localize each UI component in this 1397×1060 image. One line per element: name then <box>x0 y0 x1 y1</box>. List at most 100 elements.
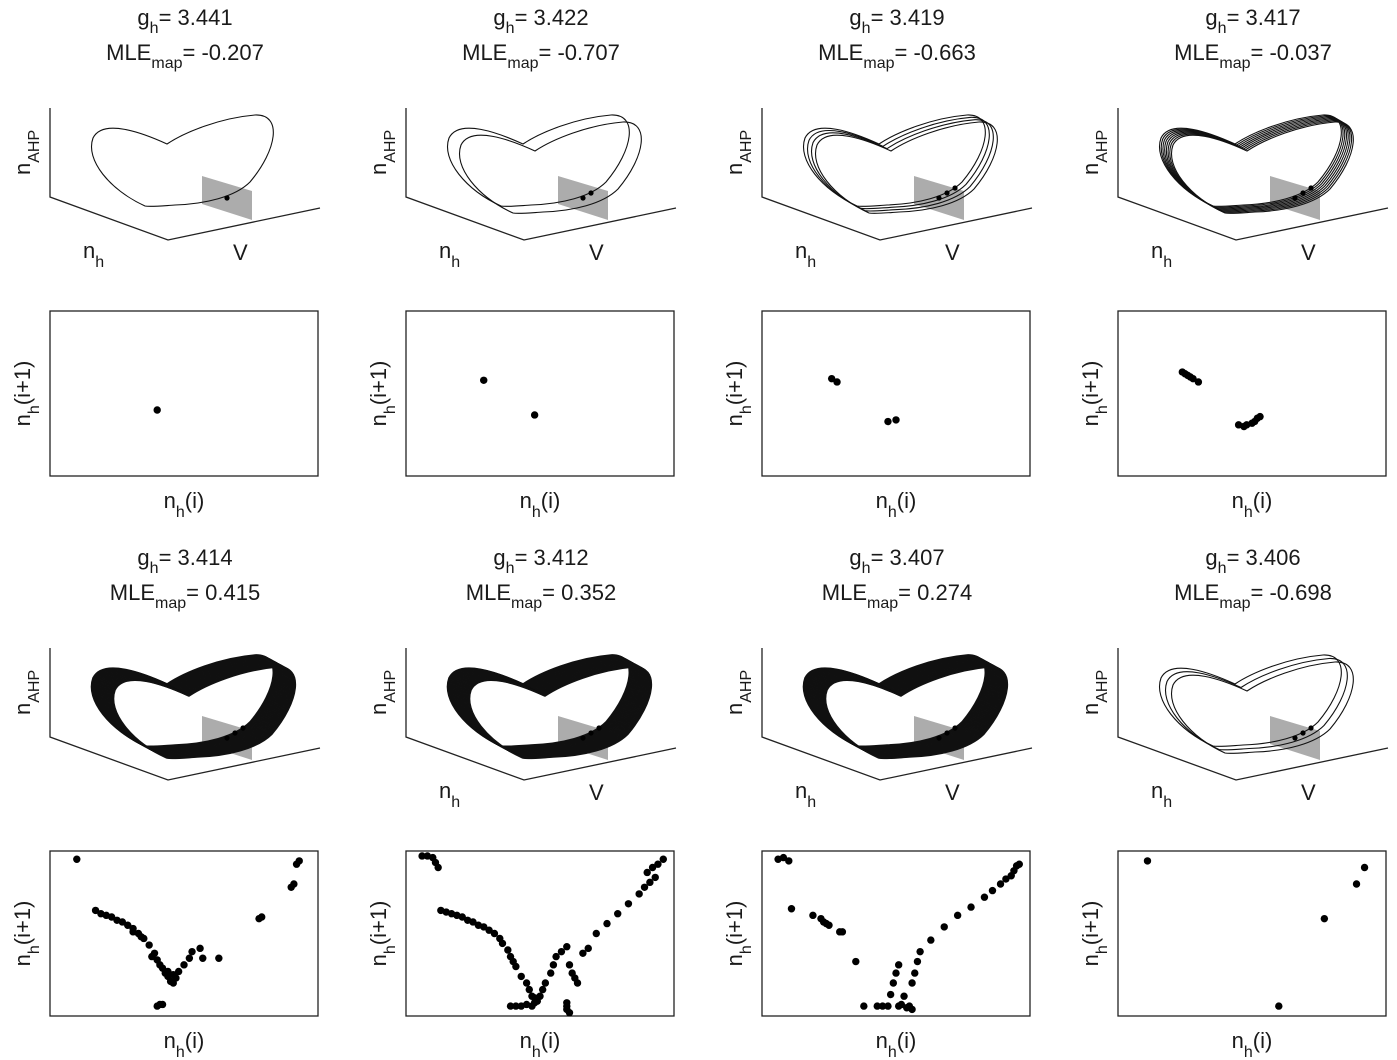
index-i-plus-1: (i+1) <box>10 361 35 406</box>
attractor-trajectory <box>1169 120 1353 213</box>
return-map-frame <box>405 850 675 1017</box>
ylabel-nh-i1: nh(i+1) <box>722 901 755 967</box>
index-i: (i) <box>1253 488 1273 513</box>
mle-value: -0.707 <box>557 40 619 65</box>
attractor-trajectory <box>1167 119 1351 212</box>
xlabel-nh-i: nh(i) <box>876 1028 917 1060</box>
g-symbol: g <box>493 5 505 30</box>
map-point <box>164 967 172 976</box>
map-point <box>129 928 137 936</box>
g-subscript: h <box>506 20 515 37</box>
mle-value: 0.352 <box>561 580 616 605</box>
section-crossing-point <box>224 735 230 741</box>
n-symbol: n <box>439 238 451 263</box>
return-map-frame <box>49 850 319 1017</box>
map-point <box>779 853 788 862</box>
map-point <box>1275 1002 1283 1010</box>
map-point <box>651 873 659 882</box>
g-symbol: g <box>137 545 149 570</box>
map-point <box>158 1000 167 1009</box>
equals-sign: = <box>1251 580 1270 605</box>
map-point <box>552 952 560 961</box>
n-symbol: n <box>164 1028 176 1053</box>
gh-value: 3.419 <box>890 5 945 30</box>
g-subscript: h <box>862 560 871 577</box>
map-point <box>156 961 164 969</box>
map-point <box>506 1002 515 1010</box>
panel-title-gh: gh= 3.422 <box>493 5 588 37</box>
map-point <box>148 952 156 961</box>
h-subscript: h <box>1163 254 1172 271</box>
map-point <box>916 947 924 956</box>
map-point <box>908 1005 916 1014</box>
map-point <box>557 947 566 956</box>
phase-space-3d: nAHP <box>10 648 321 781</box>
mle-subscript: map <box>155 595 186 612</box>
section-crossing-point <box>936 195 942 201</box>
n-symbol: n <box>366 414 391 426</box>
equals-sign: = <box>1251 40 1270 65</box>
h-subscript: h <box>888 504 897 521</box>
map-point <box>953 911 962 920</box>
map-point <box>1189 374 1197 383</box>
n-symbol: n <box>10 703 35 715</box>
return-map-frame <box>761 850 1031 1017</box>
map-point <box>485 926 493 934</box>
map-point <box>434 863 442 872</box>
panel-title-gh: gh= 3.407 <box>849 545 944 577</box>
map-point <box>512 1002 520 1010</box>
map-point <box>512 962 520 971</box>
panel-title-gh: gh= 3.441 <box>137 5 232 37</box>
n-symbol: n <box>10 954 35 966</box>
mle-value: -0.037 <box>1269 40 1331 65</box>
map-point <box>538 985 547 994</box>
map-point <box>573 979 582 987</box>
h-subscript: h <box>176 1044 185 1060</box>
h-subscript: h <box>1163 794 1172 811</box>
equals-sign: = <box>159 545 178 570</box>
map-point <box>185 954 194 962</box>
mle-value: 0.274 <box>917 580 972 605</box>
attractor-trajectory <box>1162 116 1346 209</box>
n-symbol: n <box>1078 703 1103 715</box>
panel-title-mle: MLEmap= 0.352 <box>466 580 616 612</box>
return-map: nh(i)nh(i+1) <box>366 310 675 521</box>
mle-symbol: MLE <box>1174 580 1219 605</box>
n-symbol: n <box>1151 778 1163 803</box>
ylabel-nh-i1: nh(i+1) <box>10 901 43 967</box>
map-point <box>911 969 919 977</box>
g-symbol: g <box>1205 545 1217 570</box>
panel-title-mle: MLEmap= -0.037 <box>1174 40 1332 72</box>
xlabel-nh-i: nh(i) <box>1232 488 1273 521</box>
index-i: (i) <box>185 488 205 513</box>
map-point <box>169 971 177 979</box>
map-point <box>787 905 796 913</box>
section-crossing-point <box>1308 185 1314 191</box>
n-symbol: n <box>1078 414 1103 426</box>
mle-value: 0.415 <box>205 580 260 605</box>
equals-sign: = <box>871 5 890 30</box>
ylabel-nh-i1: nh(i+1) <box>366 361 399 427</box>
map-point <box>73 855 81 863</box>
gh-value: 3.414 <box>178 545 233 570</box>
h-subscript: h <box>1244 504 1253 521</box>
n-symbol: n <box>722 414 747 426</box>
gh-value: 3.412 <box>534 545 589 570</box>
n-symbol: n <box>164 488 176 513</box>
axis-label-nahp: nAHP <box>366 670 399 715</box>
h-subscript: h <box>532 504 541 521</box>
panel-title-gh: gh= 3.406 <box>1205 545 1300 577</box>
g-subscript: h <box>150 20 159 37</box>
map-point <box>118 918 127 926</box>
section-crossing-point <box>580 735 586 741</box>
axis-label-nahp: nAHP <box>722 130 755 175</box>
map-point <box>897 1000 906 1009</box>
axis-label-v: V <box>945 780 960 805</box>
map-point <box>196 944 204 953</box>
axis-lines <box>761 108 1033 241</box>
map-point <box>1320 914 1329 923</box>
